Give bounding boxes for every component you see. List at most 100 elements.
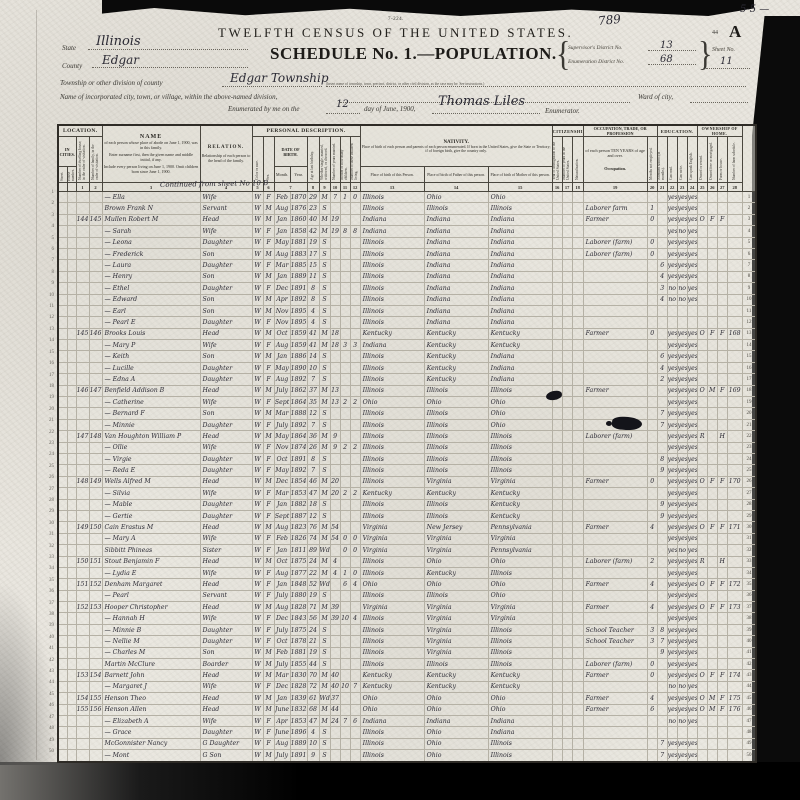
cell-wr: yes bbox=[676, 475, 688, 489]
cell-own bbox=[696, 270, 708, 284]
cell-cl bbox=[349, 475, 361, 489]
cell-en: yes bbox=[686, 441, 698, 455]
cell-sex: M bbox=[262, 657, 275, 671]
cell-en: yes bbox=[686, 749, 698, 763]
cell-rel: Wife bbox=[199, 225, 253, 238]
county-label: County bbox=[62, 62, 83, 70]
cell-fam: 148 bbox=[88, 430, 103, 443]
cell-imm bbox=[551, 555, 563, 568]
cell-sch: 6 bbox=[656, 350, 668, 363]
cell-fb: Illinois bbox=[423, 418, 489, 432]
header-relation: RELATION. Relationship of each person to… bbox=[199, 124, 253, 183]
cell-bp: Illinois bbox=[359, 202, 425, 215]
cell-own: O bbox=[696, 384, 708, 398]
margin-line-number: 3 bbox=[51, 212, 55, 218]
cell-own: R bbox=[696, 555, 708, 568]
cell-by: 1826 bbox=[289, 532, 308, 546]
cell-fm bbox=[706, 259, 718, 272]
cell-street bbox=[57, 692, 68, 705]
cell-house bbox=[66, 566, 77, 580]
margin-line-number: 14 bbox=[49, 338, 54, 344]
person-row: 146 147 Benfield Addison B Head W M July 1862 37… bbox=[57, 384, 757, 398]
cell-race: W bbox=[251, 601, 264, 614]
enumerator-label: Enumerator. bbox=[545, 107, 580, 115]
cell-rel: Servant bbox=[199, 589, 253, 603]
cell-bp: Illinois bbox=[359, 509, 425, 523]
cell-fb: Ohio bbox=[423, 703, 489, 716]
cell-cl bbox=[349, 749, 361, 763]
cell-fb: Ohio bbox=[423, 578, 489, 591]
cell-mne bbox=[646, 612, 658, 625]
cell-fno: 171 bbox=[726, 521, 743, 534]
cell-imm bbox=[551, 566, 563, 580]
cell-race: W bbox=[251, 407, 264, 420]
cell-nat bbox=[571, 259, 584, 272]
cell-age: 7 bbox=[306, 418, 320, 432]
cell-sex: M bbox=[262, 407, 275, 420]
cell-sch: 9 bbox=[656, 498, 668, 511]
cell-bm: Jan bbox=[273, 692, 291, 705]
enumerator-signature: Thomas Liles bbox=[438, 94, 526, 109]
cell-nat bbox=[571, 475, 584, 489]
cell-fm bbox=[706, 646, 718, 660]
cell-dw bbox=[75, 236, 90, 249]
cell-nat bbox=[571, 236, 584, 249]
margin-line-number: 16 bbox=[49, 361, 54, 367]
cell-yus bbox=[561, 669, 573, 682]
cell-yus bbox=[561, 692, 573, 705]
cell-wr: yes bbox=[676, 247, 688, 261]
cell-ym bbox=[329, 361, 341, 375]
cell-ym bbox=[329, 247, 341, 261]
cell-nat bbox=[571, 339, 584, 352]
cell-bp: Indiana bbox=[359, 339, 425, 352]
cell-by: 1839 bbox=[289, 692, 308, 705]
cell-fno: 174 bbox=[726, 669, 743, 682]
cell-bp: Illinois bbox=[359, 259, 425, 272]
cell-mar: M bbox=[318, 396, 331, 409]
cell-by: 1890 bbox=[289, 361, 308, 375]
cell-own: O bbox=[696, 521, 708, 534]
cell-mne bbox=[646, 498, 658, 511]
cell-yus bbox=[561, 202, 573, 215]
cell-imm bbox=[551, 749, 563, 763]
cell-own bbox=[696, 737, 708, 751]
state-line bbox=[88, 41, 248, 50]
cell-rd: yes bbox=[666, 498, 678, 511]
cell-fno bbox=[726, 293, 743, 306]
cell-bp: Ohio bbox=[359, 703, 425, 716]
cell-yus bbox=[561, 441, 573, 455]
cell-by: 1859 bbox=[289, 327, 308, 341]
cell-street bbox=[57, 430, 68, 443]
cell-bm: June bbox=[273, 703, 291, 716]
header-citizenship: CITIZENSHIP. bbox=[551, 124, 584, 137]
cell-fno bbox=[726, 635, 743, 648]
cell-nat bbox=[571, 623, 584, 637]
cell-mc bbox=[339, 236, 351, 249]
cell-imm bbox=[551, 361, 563, 375]
cell-sex: M bbox=[262, 521, 275, 534]
cell-fno bbox=[726, 566, 743, 580]
cell-ym bbox=[329, 509, 341, 523]
cell-own bbox=[696, 532, 708, 546]
cell-street bbox=[57, 657, 68, 671]
cell-age: 46 bbox=[306, 475, 320, 489]
cell-occ bbox=[582, 350, 648, 363]
cell-occ: Farmer bbox=[582, 692, 648, 705]
cell-en: yes bbox=[686, 259, 698, 272]
cell-fm bbox=[706, 247, 718, 261]
cell-occ: School Teacher bbox=[582, 623, 648, 637]
cell-dw: 144 bbox=[75, 213, 90, 227]
cell-fb: Illinois bbox=[423, 441, 489, 455]
cell-sex: M bbox=[262, 350, 275, 363]
cell-bp: Illinois bbox=[359, 384, 425, 398]
cell-house bbox=[66, 578, 77, 591]
line-number: 2 bbox=[741, 202, 757, 215]
cell-sch: 3 bbox=[656, 282, 668, 295]
cell-mar: Wd bbox=[318, 544, 331, 557]
cell-own: R bbox=[696, 430, 708, 443]
cell-bm: Apr bbox=[273, 293, 291, 306]
header-in-cities: IN CITIES. bbox=[57, 136, 77, 167]
header-bp-father: Place of birth of Father of this person. bbox=[423, 166, 489, 183]
person-row: 150 151 Stout Benjamin F Head W M Oct 1875 24 M 4 I… bbox=[57, 555, 757, 568]
cell-wr: yes bbox=[676, 589, 688, 603]
